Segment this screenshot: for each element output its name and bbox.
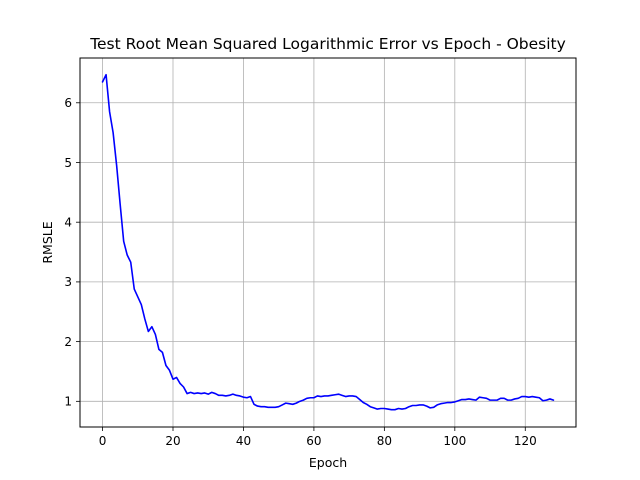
x-tick-label: 100	[443, 434, 466, 448]
x-tick-label: 120	[514, 434, 537, 448]
x-tick-label: 40	[236, 434, 251, 448]
y-axis-label: RMSLE	[40, 221, 55, 263]
y-tick-label: 5	[64, 156, 72, 170]
y-tick-label: 1	[64, 395, 72, 409]
y-tick-label: 4	[64, 215, 72, 229]
x-axis-label: Epoch	[309, 455, 347, 470]
rmsle-series-line	[101, 73, 555, 411]
x-tick-label: 0	[99, 434, 107, 448]
x-tick-label: 80	[377, 434, 392, 448]
y-tick-label: 6	[64, 96, 72, 110]
x-tick-label: 20	[165, 434, 180, 448]
x-tick-label: 60	[306, 434, 321, 448]
series-layer	[101, 73, 555, 411]
chart-title: Test Root Mean Squared Logarithmic Error…	[89, 35, 566, 53]
y-tick-label: 3	[64, 275, 72, 289]
grid	[80, 58, 576, 427]
plot-frame	[79, 57, 577, 428]
ticks: 0 20 40 60 80 100 120 1 2 3 4 5 6	[64, 96, 536, 448]
y-tick-label: 2	[64, 335, 72, 349]
